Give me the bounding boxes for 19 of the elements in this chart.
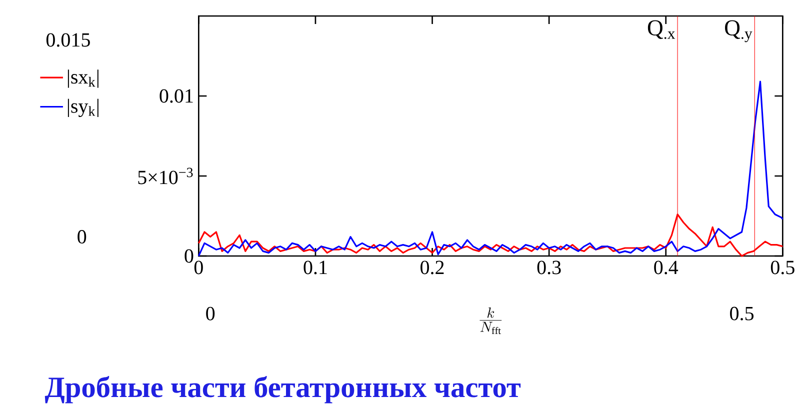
ref-line-label: Q$_{.y}$ — [725, 20, 752, 42]
text: 0 — [206, 306, 215, 320]
x-tick-label: 0.2 — [420, 260, 444, 274]
x-tick-label: 0.3 — [537, 260, 561, 274]
x-tick-label: 0.5 — [770, 260, 794, 274]
text: 0.5 — [730, 306, 754, 320]
y-tick-label: 0.01 — [160, 89, 193, 103]
x-tick-label: 0 — [194, 260, 203, 274]
y-tick-label: 5×10$^{−3}$ — [138, 168, 193, 184]
text: Дробные части бетатронных частот — [44, 376, 521, 404]
legend-label: |sy$_{k}$| — [68, 98, 98, 117]
ref-line-label: Q$_{.x}$ — [648, 20, 676, 39]
text: 0.015 — [46, 33, 90, 47]
x-tick-label: 0.1 — [304, 260, 327, 274]
x-axis-title: $\frac{k}{N_{\mathrm{fft}}}$ — [480, 307, 502, 334]
x-tick-label: 0.4 — [654, 260, 678, 274]
y-tick-label: 0 — [184, 249, 194, 263]
legend-label: |sx$_{k}$| — [68, 69, 98, 88]
text: 0 — [78, 230, 86, 244]
